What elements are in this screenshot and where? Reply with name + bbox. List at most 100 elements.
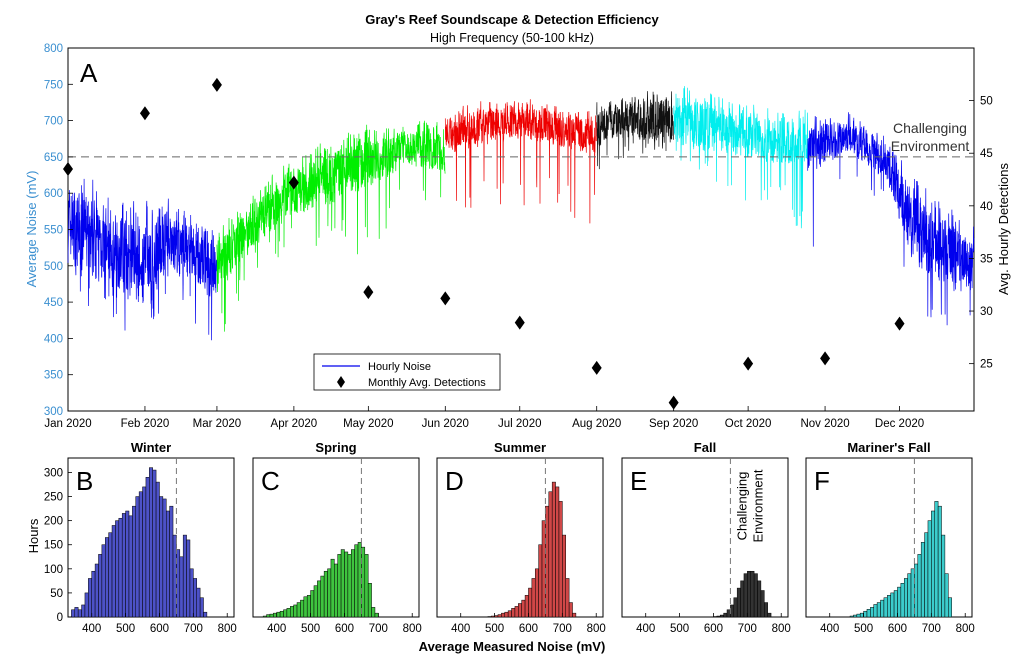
y-axis-label: Average Noise (mV) [24,171,39,288]
histogram-bar [873,604,878,618]
panel-label-f: F [814,466,830,496]
histogram-bar [883,597,888,618]
histogram-x-tick-label: 700 [369,623,388,635]
histogram-bar [313,585,318,618]
histogram-bar [367,583,372,618]
histogram-title: Fall [694,440,716,455]
histogram-bar [726,609,731,618]
histogram-bar [719,614,724,618]
histogram-bar [736,587,741,618]
shared-x-axis-label: Average Measured Noise (mV) [419,639,606,654]
legend-entry-hourly-noise: Hourly Noise [368,361,431,373]
histogram-bar [286,608,291,618]
x-tick-label: Nov 2020 [800,418,849,430]
histogram-bar [176,549,181,618]
histogram-bar [142,486,147,618]
histogram-bar [81,604,86,618]
histogram-bar [172,534,177,618]
panel-a-axes [67,47,975,412]
y-tick-label: 600 [44,188,63,200]
histogram-bar [101,544,106,618]
histogram-bar [199,597,204,618]
x-tick-label: Sep 2020 [649,418,698,430]
histogram-threshold-label-line1: Challenging [734,472,749,541]
histogram-bar [152,469,157,618]
histogram-bar [562,534,566,618]
histogram-y-tick-label: 200 [44,516,63,528]
histogram-x-tick-label: 700 [922,623,941,635]
histogram-bar [887,595,891,618]
histogram-bar [344,551,349,618]
histogram-x-tick-label: 500 [854,623,873,635]
histogram-bar [545,505,550,618]
histogram-bar [917,554,922,618]
histogram-bar [273,612,277,618]
x-tick-label: Jun 2020 [422,418,469,430]
right-y-tick-label: 30 [980,306,993,318]
figure-title: Gray's Reef Soundscape & Detection Effic… [365,12,659,27]
histogram-x-tick-label: 500 [301,623,320,635]
histogram-bar [920,542,925,618]
y-tick-label: 450 [44,297,63,309]
detection-point [63,162,73,176]
histogram-bar [354,544,359,618]
y-tick-label: 650 [44,152,63,164]
hourly-noise-series [67,86,975,341]
histogram-x-tick-label: 600 [150,623,169,635]
histogram-bar [504,611,509,618]
histogram-bar [934,501,939,618]
histogram-bar [186,539,191,618]
histogram-bar [910,568,915,618]
histogram-x-tick-label: 400 [820,623,839,635]
histogram-x-tick-label: 600 [888,623,907,635]
legend-entry-detections: Monthly Avg. Detections [368,377,486,389]
y-tick-label: 350 [44,370,63,382]
monthly-detections-series [63,77,905,410]
figure-subtitle: High Frequency (50-100 kHz) [430,31,594,45]
histogram-bar [730,604,735,618]
noise-segment-mariners_fall-4 [673,86,809,229]
histogram-bar [497,614,502,618]
histogram-panels: 400 500 600 700 800 0 50 100 150 200 250 300 Winter B… [44,440,975,635]
histogram-bar [856,613,861,618]
histogram-bar [931,510,935,618]
histogram-bar [494,615,499,618]
histogram-x-tick-label: 500 [670,623,689,635]
histogram-bar [327,568,332,618]
histogram-bar [361,546,366,618]
x-tick-label: Feb 2020 [121,418,170,430]
noise-segment-winter-5 [807,112,975,326]
histogram-bar [94,563,99,618]
histogram-y-tick-label: 150 [44,540,63,552]
histogram-bar [317,580,322,618]
histogram-x-tick-label: 800 [403,623,422,635]
panel-label-e: E [630,466,647,496]
histogram-bar [340,549,345,618]
histogram-bar [98,554,103,618]
histogram-bar [310,590,315,618]
histogram-bar [927,520,932,618]
histogram-threshold-label-line2: Environment [750,469,765,542]
histogram-bar [84,592,89,618]
x-tick-label: Dec 2020 [875,418,924,430]
histogram-bar [125,510,130,618]
histogram-x-tick-label: 600 [335,623,354,635]
histogram-bar [740,580,745,618]
y-tick-label: 300 [44,406,63,418]
histogram-f: 400 500 600 700 800 Mariner's Fall F [805,440,975,635]
histogram-bar [91,570,96,618]
histogram-bar [514,606,519,618]
noise-segment-spring-1 [216,120,446,332]
histogram-bar [524,595,529,618]
histogram-bar [290,606,294,618]
histogram-bar [306,595,311,618]
histogram-bar [189,568,194,618]
histogram-c: 400 500 600 700 800 Spring C [252,440,422,635]
histogram-x-tick-label: 800 [218,623,237,635]
histogram-title: Mariner's Fall [847,440,930,455]
histogram-bar [118,517,123,618]
histogram-bar [108,532,113,618]
histogram-bar [269,613,274,618]
histogram-bar [558,501,563,618]
noise-segment-summer-2 [444,99,597,224]
